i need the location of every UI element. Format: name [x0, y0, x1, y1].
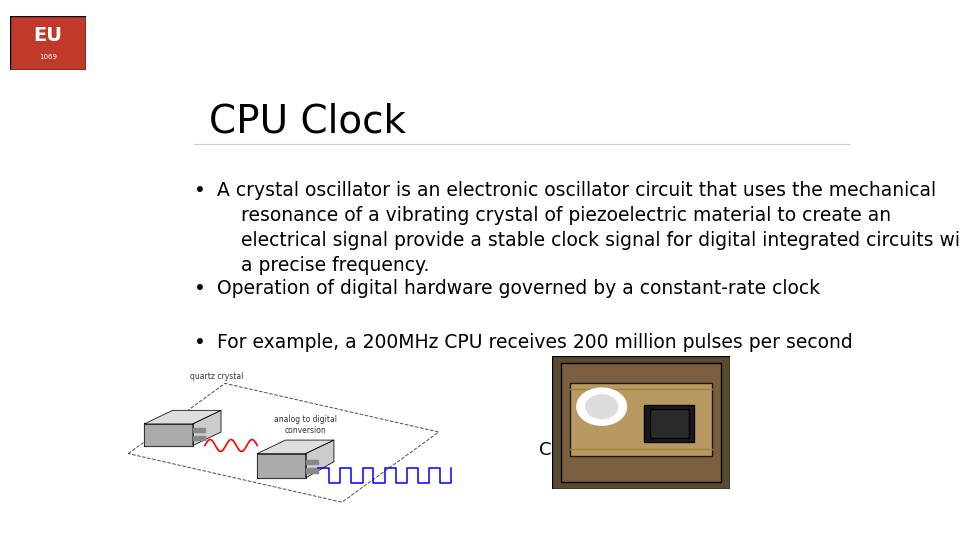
Polygon shape — [144, 410, 221, 424]
Polygon shape — [305, 460, 318, 464]
Text: •: • — [194, 181, 206, 200]
Text: EU: EU — [34, 25, 62, 45]
Text: analog to digital
conversion: analog to digital conversion — [275, 415, 337, 435]
Text: Operation of digital hardware governed by a constant-rate clock: Operation of digital hardware governed b… — [217, 279, 820, 298]
Text: •: • — [194, 333, 206, 352]
Polygon shape — [257, 454, 305, 478]
Text: CPU Clock: CPU Clock — [209, 102, 406, 140]
Polygon shape — [305, 440, 334, 478]
Polygon shape — [193, 410, 221, 445]
Text: Crystal oscillator: Crystal oscillator — [540, 441, 690, 459]
Polygon shape — [305, 468, 318, 472]
Polygon shape — [257, 440, 334, 454]
Polygon shape — [193, 428, 204, 432]
FancyBboxPatch shape — [650, 409, 688, 438]
FancyBboxPatch shape — [570, 383, 712, 456]
Text: 1069: 1069 — [39, 53, 57, 60]
FancyBboxPatch shape — [644, 406, 694, 442]
Text: quartz crystal: quartz crystal — [190, 373, 244, 381]
Polygon shape — [144, 424, 193, 446]
Text: A crystal oscillator is an electronic oscillator circuit that uses the mechanica: A crystal oscillator is an electronic os… — [217, 181, 960, 275]
Text: •: • — [194, 279, 206, 298]
FancyBboxPatch shape — [552, 356, 730, 489]
Text: For example, a 200MHz CPU receives 200 million pulses per second: For example, a 200MHz CPU receives 200 m… — [217, 333, 852, 352]
FancyBboxPatch shape — [561, 363, 721, 482]
Polygon shape — [193, 436, 204, 440]
Polygon shape — [577, 388, 627, 425]
Polygon shape — [586, 395, 617, 418]
FancyBboxPatch shape — [10, 16, 86, 70]
